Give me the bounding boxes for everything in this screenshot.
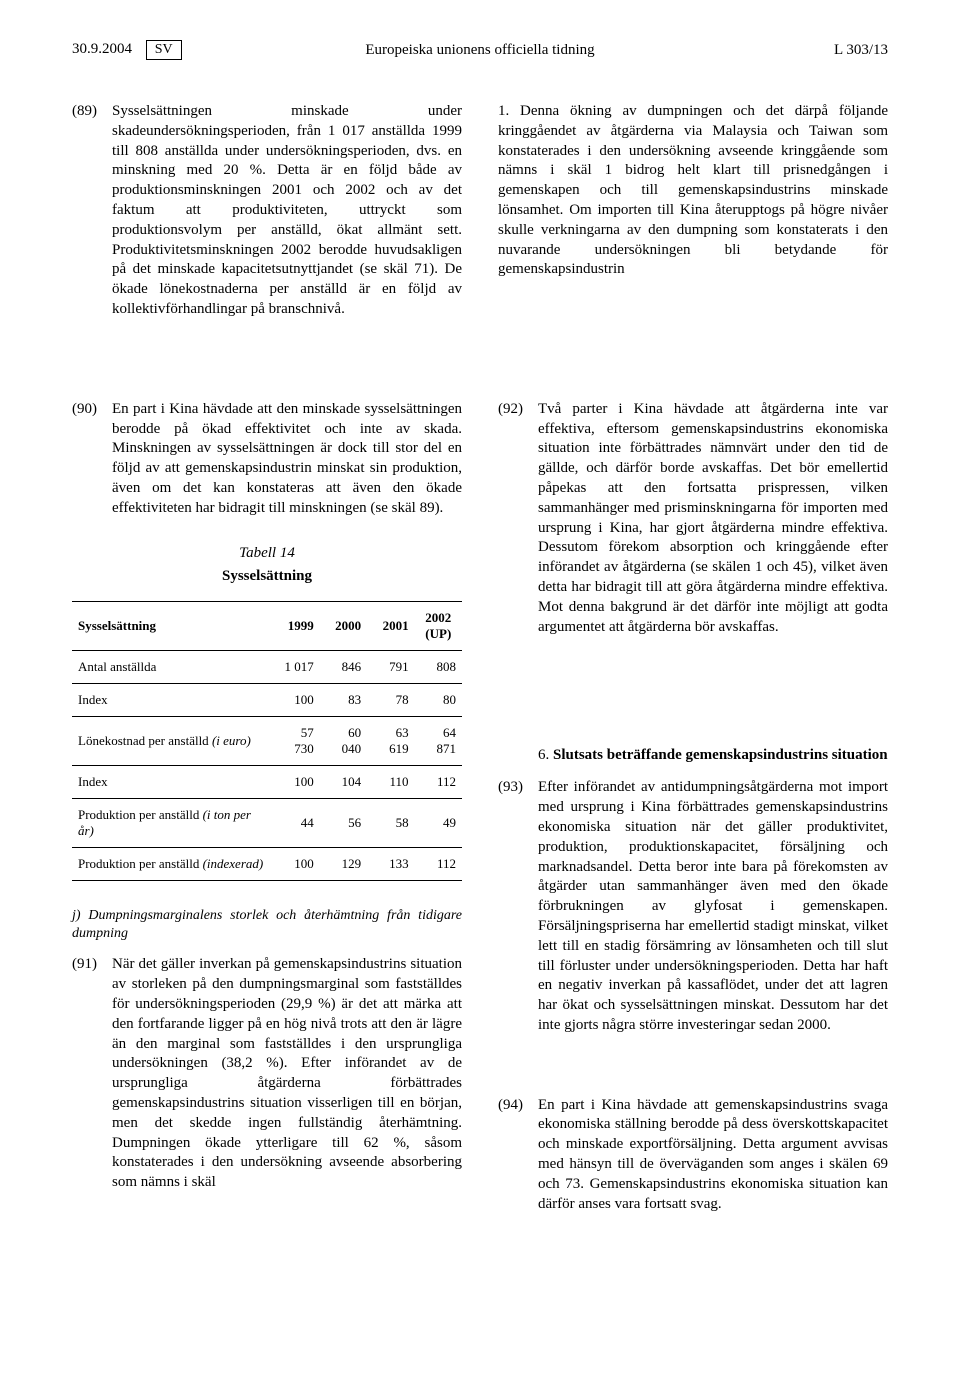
table-body: Antal anställda1 017846791808Index100837… (72, 650, 462, 880)
cell: 112 (415, 847, 462, 880)
cell: 83 (320, 683, 367, 716)
cell: 63 619 (367, 716, 414, 765)
header-date-lang: 30.9.2004 SV (72, 40, 212, 60)
recital-92-number: (92) (498, 400, 523, 420)
upper-right-continuation: 1. Denna ökning av dumpningen och det dä… (498, 102, 888, 280)
cell: 104 (320, 765, 367, 798)
header-date: 30.9.2004 (72, 41, 132, 57)
recital-92-text: Två parter i Kina hävdade att åtgärderna… (538, 401, 888, 635)
section-6-number: 6. (538, 747, 549, 763)
recital-91-number: (91) (72, 955, 97, 975)
cell: 1 017 (272, 650, 319, 683)
cell: 100 (272, 765, 319, 798)
row-label: Index (72, 683, 272, 716)
th-2002: 2002(UP) (415, 601, 462, 650)
cell: 44 (272, 798, 319, 847)
cell: 60 040 (320, 716, 367, 765)
recital-94: (94) En part i Kina hävdade att gemenska… (498, 1096, 888, 1215)
th-2001: 2001 (367, 601, 414, 650)
row-label: Lönekostnad per anställd (i euro) (72, 716, 272, 765)
recital-93: (93) Efter införandet av antidumpningsåt… (498, 778, 888, 1035)
section-j-heading: j) Dumpningsmarginalens storlek och åter… (72, 907, 462, 944)
spacer-2 (498, 1056, 888, 1096)
cell: 846 (320, 650, 367, 683)
cell: 100 (272, 847, 319, 880)
page-header: 30.9.2004 SV Europeiska unionens officie… (72, 40, 888, 60)
cell: 64 871 (415, 716, 462, 765)
th-1999: 1999 (272, 601, 319, 650)
lower-columns: (90) En part i Kina hävdade att den mins… (72, 400, 888, 1215)
upper-columns: (89) Sysselsättningen minskade under ska… (72, 102, 888, 340)
recital-90-text: En part i Kina hävdade att den minskade … (112, 401, 462, 516)
cell: 112 (415, 765, 462, 798)
cell: 58 (367, 798, 414, 847)
cell: 129 (320, 847, 367, 880)
recital-94-text: En part i Kina hävdade att gemenskapsind… (538, 1097, 888, 1212)
table-row: Index100104110112 (72, 765, 462, 798)
cell: 100 (272, 683, 319, 716)
recital-94-number: (94) (498, 1096, 523, 1116)
row-label: Produktion per anställd (i ton per år) (72, 798, 272, 847)
header-lang-box: SV (146, 40, 182, 60)
cell: 791 (367, 650, 414, 683)
employment-table: Sysselsättning 1999 2000 2001 2002(UP) A… (72, 601, 462, 881)
recital-91: (91) När det gäller inverkan på gemenska… (72, 955, 462, 1193)
recital-93-text: Efter införandet av antidumpningsåtgärde… (538, 779, 888, 1033)
recital-89-text: Sysselsättningen minskade under skadeund… (112, 103, 462, 317)
cell: 57 730 (272, 716, 319, 765)
lower-left-col: (90) En part i Kina hävdade att den mins… (72, 400, 462, 1215)
spacer (498, 657, 888, 747)
table-14-title: Tabell 14 (72, 545, 462, 562)
recital-89-number: (89) (72, 102, 97, 122)
recital-90-number: (90) (72, 400, 97, 420)
upper-right-col: 1. Denna ökning av dumpningen och det dä… (498, 102, 888, 340)
table-row: Antal anställda1 017846791808 (72, 650, 462, 683)
th-label: Sysselsättning (72, 601, 272, 650)
recital-90: (90) En part i Kina hävdade att den mins… (72, 400, 462, 519)
recital-91-text: När det gäller inverkan på gemenskapsind… (112, 956, 462, 1190)
lower-right-col: (92) Två parter i Kina hävdade att åtgär… (498, 400, 888, 1215)
row-label: Index (72, 765, 272, 798)
recital-93-number: (93) (498, 778, 523, 798)
cell: 80 (415, 683, 462, 716)
row-label: Antal anställda (72, 650, 272, 683)
cell: 110 (367, 765, 414, 798)
header-title: Europeiska unionens officiella tidning (212, 42, 748, 59)
th-2000: 2000 (320, 601, 367, 650)
cell: 808 (415, 650, 462, 683)
upper-right-text: 1. Denna ökning av dumpningen och det dä… (498, 103, 888, 277)
recital-92: (92) Två parter i Kina hävdade att åtgär… (498, 400, 888, 638)
table-row: Index100837880 (72, 683, 462, 716)
table-row: Lönekostnad per anställd (i euro)57 7306… (72, 716, 462, 765)
cell: 49 (415, 798, 462, 847)
header-page-ref: L 303/13 (748, 42, 888, 59)
upper-left-col: (89) Sysselsättningen minskade under ska… (72, 102, 462, 340)
table-header-row: Sysselsättning 1999 2000 2001 2002(UP) (72, 601, 462, 650)
cell: 78 (367, 683, 414, 716)
section-6-heading: 6. Slutsats beträffande gemenskapsindust… (538, 747, 888, 764)
recital-89: (89) Sysselsättningen minskade under ska… (72, 102, 462, 320)
row-label: Produktion per anställd (indexerad) (72, 847, 272, 880)
section-6-title: Slutsats beträffande gemenskapsindustrin… (553, 747, 888, 763)
cell: 56 (320, 798, 367, 847)
cell: 133 (367, 847, 414, 880)
table-row: Produktion per anställd (i ton per år)44… (72, 798, 462, 847)
table-row: Produktion per anställd (indexerad)10012… (72, 847, 462, 880)
table-14-subtitle: Sysselsättning (72, 568, 462, 585)
